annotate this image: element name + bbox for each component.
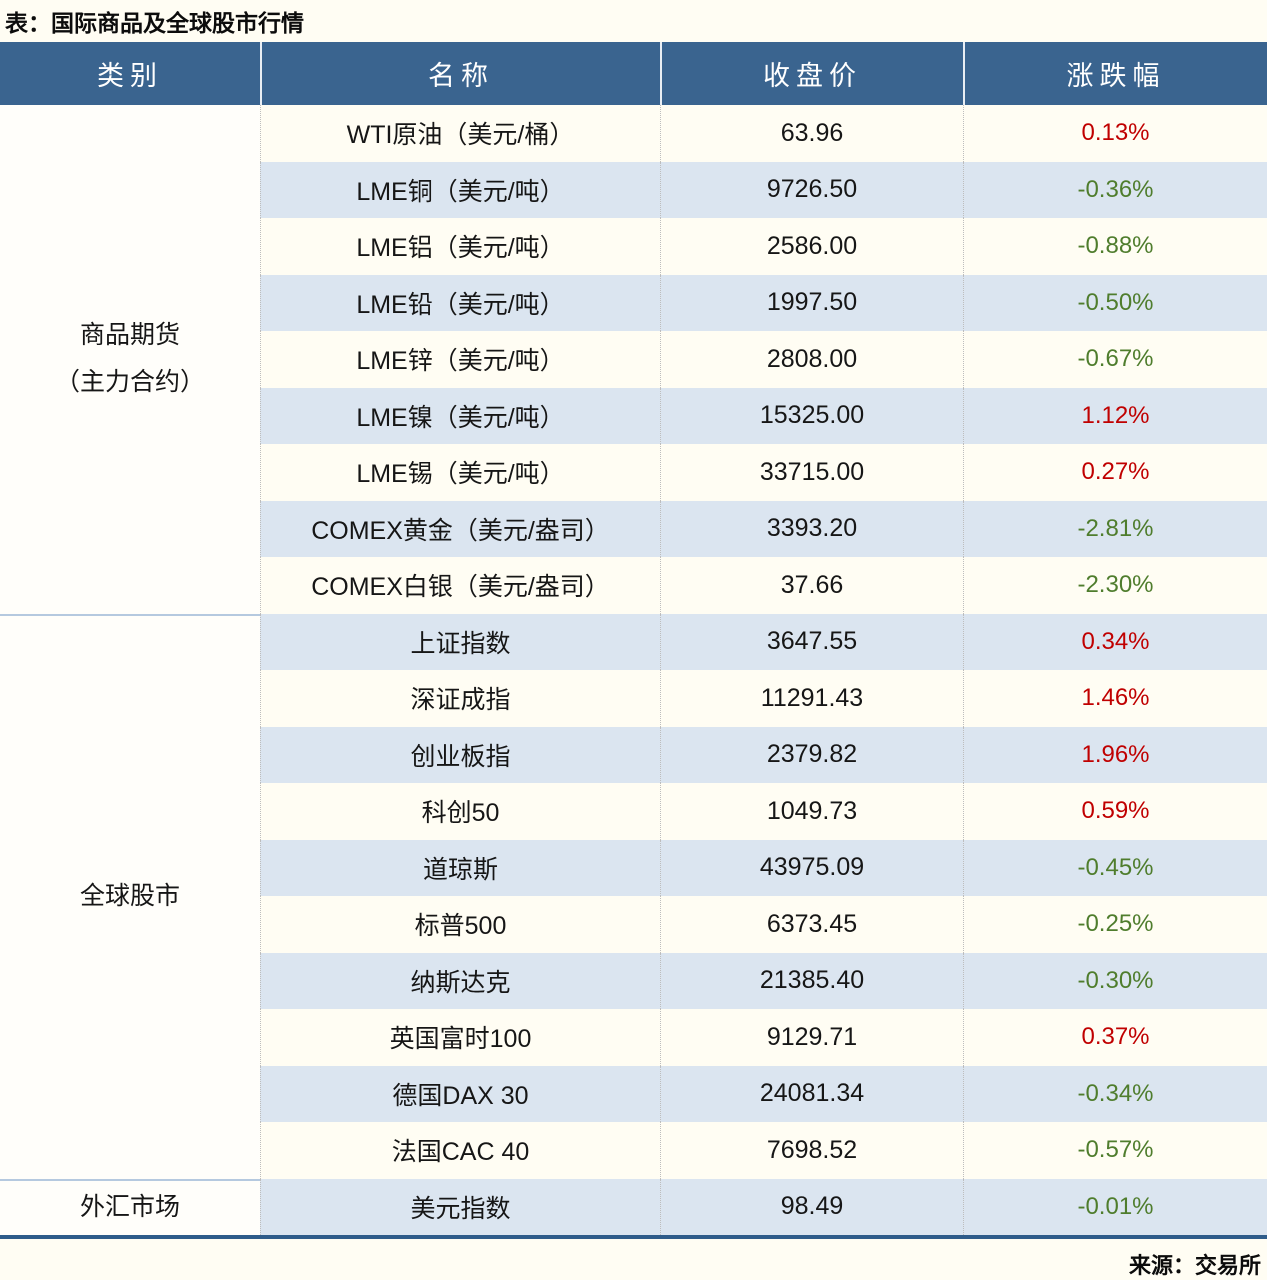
name-cell: LME锡（美元/吨） xyxy=(260,444,660,501)
close-cell: 63.96 xyxy=(660,105,963,162)
change-cell: 0.27% xyxy=(963,444,1267,501)
header-category: 类别 xyxy=(0,42,260,105)
close-cell: 1997.50 xyxy=(660,274,963,331)
close-cell: 2379.82 xyxy=(660,726,963,783)
market-table: 类别 名称 收盘价 涨跌幅 商品期货 （主力合约） 全球股市 外汇市场 WTI原… xyxy=(0,42,1267,1239)
change-cell: -0.34% xyxy=(963,1065,1267,1122)
close-cell: 9129.71 xyxy=(660,1009,963,1066)
close-cell: 37.66 xyxy=(660,557,963,614)
change-cell: 1.96% xyxy=(963,726,1267,783)
header-name: 名称 xyxy=(260,42,660,105)
change-cell: -0.67% xyxy=(963,331,1267,388)
close-cell: 1049.73 xyxy=(660,783,963,840)
name-cell: 深证成指 xyxy=(260,670,660,727)
change-cell: 0.13% xyxy=(963,105,1267,162)
change-cell: 1.46% xyxy=(963,670,1267,727)
close-cell: 21385.40 xyxy=(660,952,963,1009)
category-cell-global-stocks: 全球股市 xyxy=(0,613,260,1179)
data-source-note: 来源：交易所 xyxy=(1128,1253,1261,1278)
close-cell: 43975.09 xyxy=(660,839,963,896)
header-close: 收盘价 xyxy=(660,42,963,105)
change-cell: -0.57% xyxy=(963,1122,1267,1179)
name-cell: 科创50 xyxy=(260,783,660,840)
close-cell: 98.49 xyxy=(660,1178,963,1235)
name-cell: 道琼斯 xyxy=(260,839,660,896)
category-cell-commodity-futures: 商品期货 （主力合约） xyxy=(0,105,260,614)
change-cell: 0.59% xyxy=(963,783,1267,840)
name-cell: 美元指数 xyxy=(260,1178,660,1235)
change-cell: -2.81% xyxy=(963,500,1267,557)
name-cell: COMEX黄金（美元/盎司） xyxy=(260,500,660,557)
name-cell: 创业板指 xyxy=(260,726,660,783)
change-cell: 0.34% xyxy=(963,613,1267,670)
category-label: 商品期货 xyxy=(79,320,180,349)
category-label: 全球股市 xyxy=(79,882,180,911)
change-cell: -0.45% xyxy=(963,839,1267,896)
change-cell: 1.12% xyxy=(963,387,1267,444)
name-cell: LME铝（美元/吨） xyxy=(260,218,660,275)
name-cell: 纳斯达克 xyxy=(260,952,660,1009)
close-cell: 3647.55 xyxy=(660,613,963,670)
category-label-sub: （主力合约） xyxy=(54,368,205,397)
name-cell: 法国CAC 40 xyxy=(260,1122,660,1179)
change-cell: -0.30% xyxy=(963,952,1267,1009)
close-cell: 2586.00 xyxy=(660,218,963,275)
change-cell: -0.50% xyxy=(963,274,1267,331)
close-cell: 15325.00 xyxy=(660,387,963,444)
name-cell: LME铅（美元/吨） xyxy=(260,274,660,331)
close-cell: 24081.34 xyxy=(660,1065,963,1122)
close-cell: 2808.00 xyxy=(660,331,963,388)
name-cell: LME铜（美元/吨） xyxy=(260,161,660,218)
close-cell: 9726.50 xyxy=(660,161,963,218)
name-cell: COMEX白银（美元/盎司） xyxy=(260,557,660,614)
category-cell-forex: 外汇市场 xyxy=(0,1178,260,1235)
change-cell: -2.30% xyxy=(963,557,1267,614)
name-cell: LME镍（美元/吨） xyxy=(260,387,660,444)
name-cell: WTI原油（美元/桶） xyxy=(260,105,660,162)
change-cell: 0.37% xyxy=(963,1009,1267,1066)
close-cell: 3393.20 xyxy=(660,500,963,557)
name-cell: 标普500 xyxy=(260,896,660,953)
change-cell: -0.36% xyxy=(963,161,1267,218)
close-cell: 7698.52 xyxy=(660,1122,963,1179)
name-cell: 德国DAX 30 xyxy=(260,1065,660,1122)
page-title: 表：国际商品及全球股市行情 xyxy=(5,10,304,36)
change-cell: -0.01% xyxy=(963,1178,1267,1235)
header-change: 涨跌幅 xyxy=(963,42,1267,105)
close-cell: 11291.43 xyxy=(660,670,963,727)
close-cell: 33715.00 xyxy=(660,444,963,501)
name-cell: LME锌（美元/吨） xyxy=(260,331,660,388)
name-cell: 英国富时100 xyxy=(260,1009,660,1066)
change-cell: -0.25% xyxy=(963,896,1267,953)
change-cell: -0.88% xyxy=(963,218,1267,275)
close-cell: 6373.45 xyxy=(660,896,963,953)
name-cell: 上证指数 xyxy=(260,613,660,670)
category-label: 外汇市场 xyxy=(79,1193,180,1221)
